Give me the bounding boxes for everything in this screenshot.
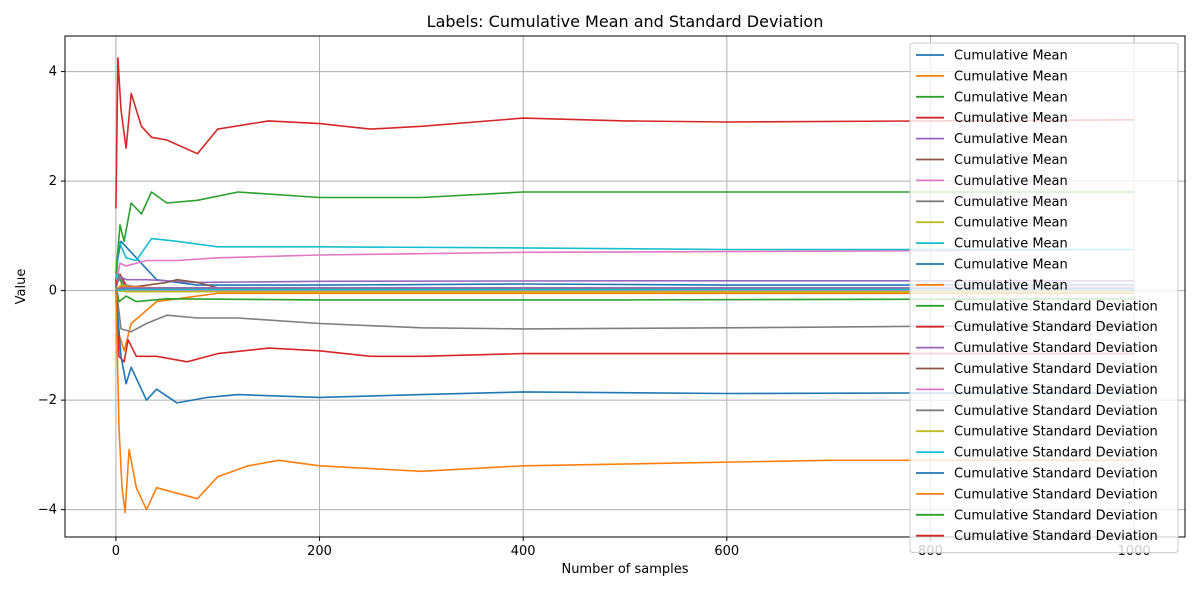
legend-label: Cumulative Mean: [954, 69, 1068, 84]
legend-label: Cumulative Standard Deviation: [954, 529, 1158, 544]
legend-label: Cumulative Mean: [954, 132, 1068, 147]
legend-label: Cumulative Mean: [954, 153, 1068, 168]
x-tick-label: 600: [714, 544, 739, 559]
y-tick-label: 0: [49, 284, 57, 299]
legend-label: Cumulative Standard Deviation: [954, 299, 1158, 314]
legend-label: Cumulative Mean: [954, 111, 1068, 126]
series-line-7: [115, 248, 1135, 286]
legend-label: Cumulative Mean: [954, 49, 1068, 64]
chart-title: Labels: Cumulative Mean and Standard Dev…: [427, 12, 824, 31]
y-tick-label: 4: [49, 65, 57, 80]
series-line-23: [115, 191, 1135, 275]
series-line-18: [115, 285, 1135, 333]
legend-label: Cumulative Standard Deviation: [954, 341, 1158, 356]
legend-label: Cumulative Standard Deviation: [954, 404, 1158, 419]
legend-label: Cumulative Mean: [954, 258, 1068, 273]
legend-label: Cumulative Mean: [954, 237, 1068, 252]
series-line-24: [115, 57, 1135, 209]
series-line-10: [115, 237, 1135, 280]
legend-label: Cumulative Standard Deviation: [954, 446, 1158, 461]
legend-label: Cumulative Standard Deviation: [954, 487, 1158, 502]
series-line-2: [115, 292, 1135, 352]
legend-label: Cumulative Standard Deviation: [954, 425, 1158, 440]
series-line-14: [115, 279, 1135, 363]
y-axis-label: Value: [14, 269, 29, 305]
x-tick-label: 200: [307, 544, 332, 559]
y-tick-label: −4: [38, 503, 57, 518]
legend-label: Cumulative Mean: [954, 195, 1068, 210]
legend-label: Cumulative Standard Deviation: [954, 362, 1158, 377]
series-line-20: [115, 288, 1135, 292]
legend-label: Cumulative Standard Deviation: [954, 467, 1158, 482]
legend-label: Cumulative Mean: [954, 216, 1068, 231]
x-tick-label: 0: [112, 544, 120, 559]
legend-label: Cumulative Standard Deviation: [954, 383, 1158, 398]
plot-frame: [64, 35, 1186, 538]
series-line-22: [115, 290, 1135, 514]
x-tick-label: 400: [511, 544, 536, 559]
legend-label: Cumulative Standard Deviation: [954, 508, 1158, 523]
legend-label: Cumulative Mean: [954, 278, 1068, 293]
series-line-15: [115, 287, 1135, 292]
y-tick-label: 2: [49, 174, 57, 189]
legend: Cumulative Mean Cumulative Mean Cumulative…: [909, 42, 1179, 554]
legend-label: Cumulative Mean: [954, 90, 1068, 105]
series-lines: [115, 57, 1135, 514]
series-line-21: [115, 290, 1135, 404]
series-line-13: [115, 284, 1135, 303]
legend-label: Cumulative Standard Deviation: [954, 320, 1158, 335]
legend-box: [909, 42, 1179, 554]
legend-label: Cumulative Mean: [954, 174, 1068, 189]
x-axis-label: Number of samples: [561, 562, 688, 577]
y-tick-label: −2: [38, 393, 57, 408]
